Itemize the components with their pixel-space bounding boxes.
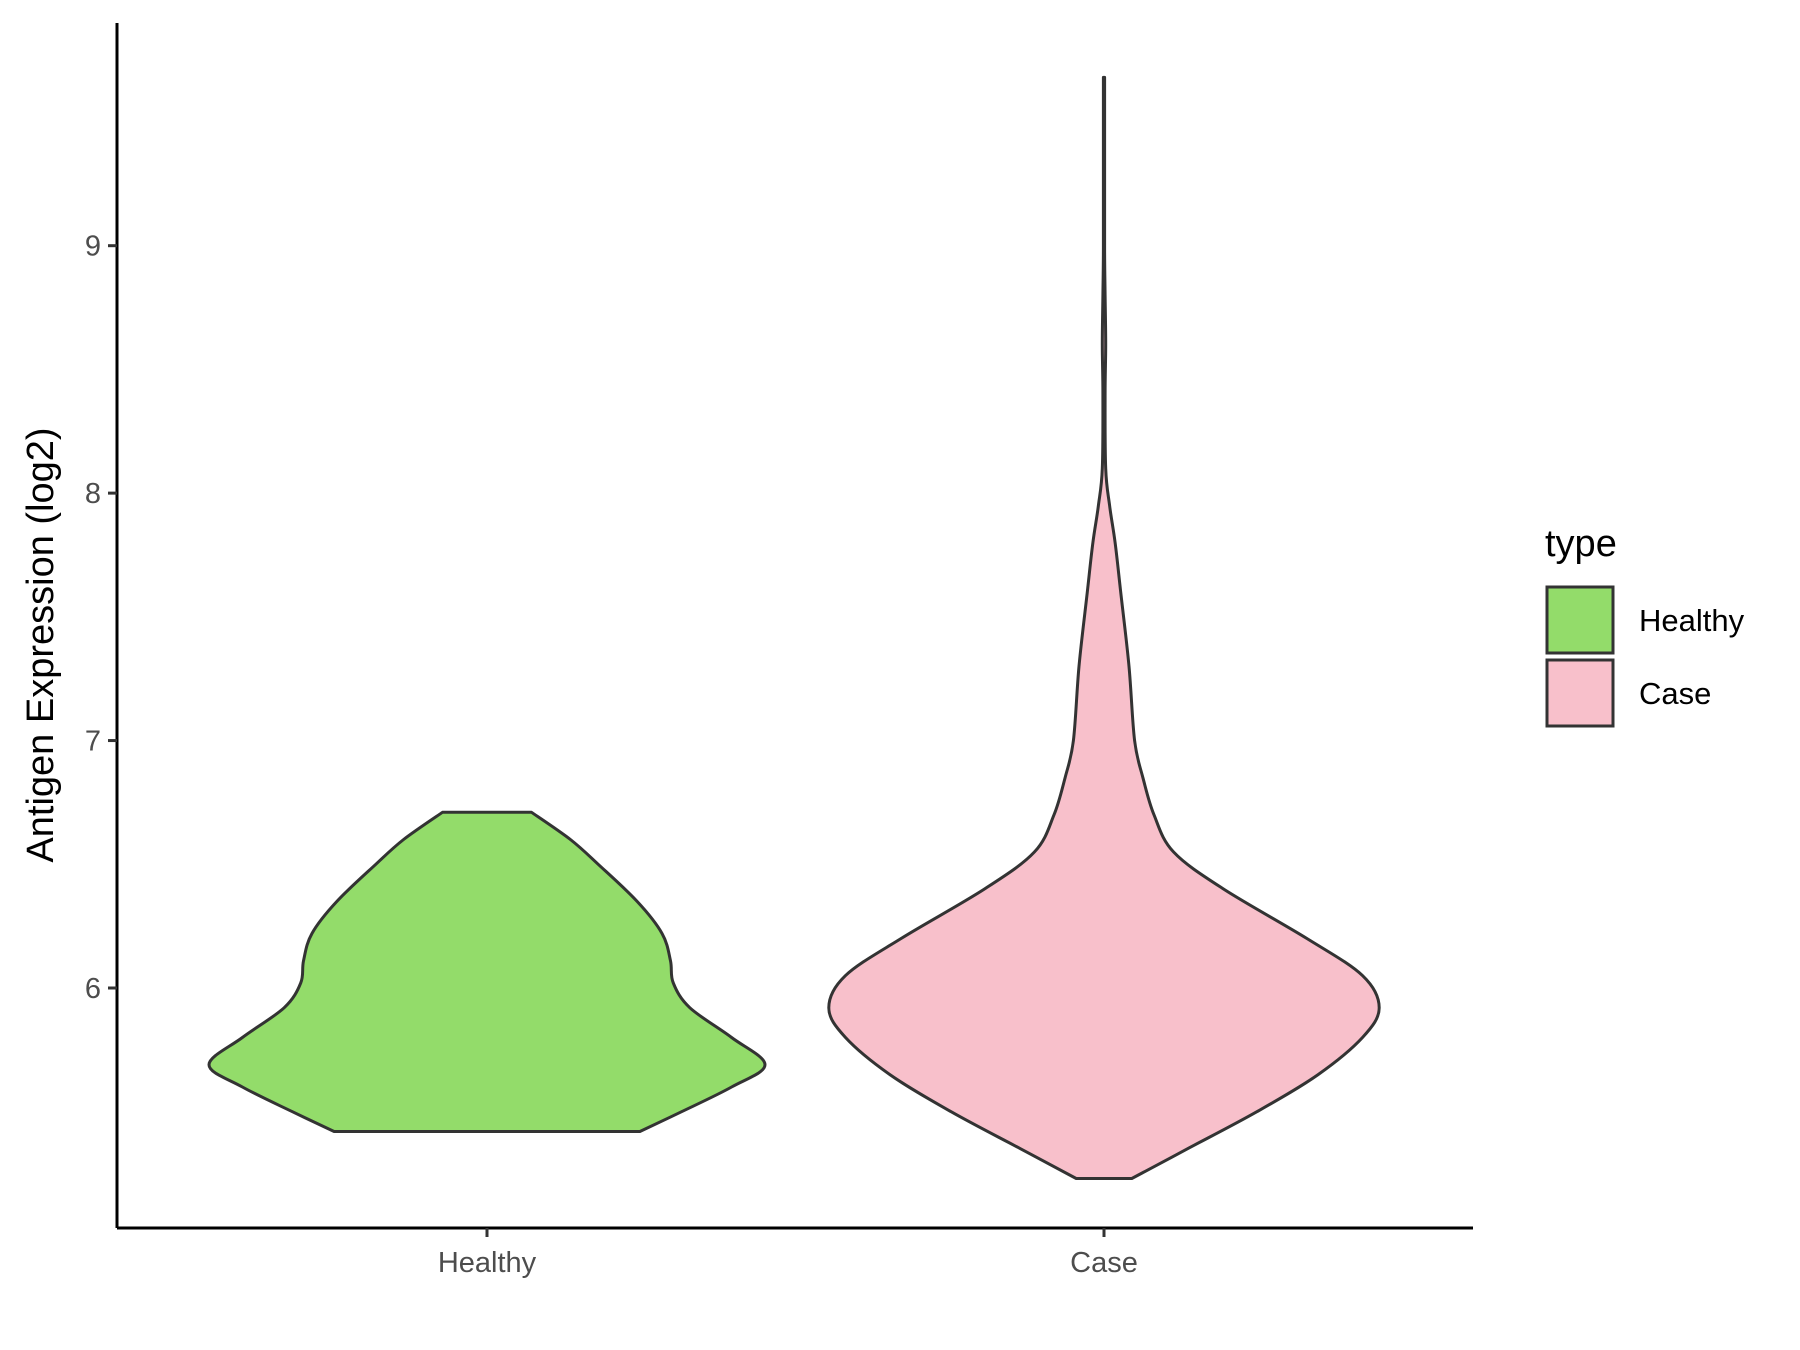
legend: type Healthy Case [1545, 523, 1745, 728]
x-tick-label: Healthy [438, 1247, 537, 1279]
legend-label-healthy: Healthy [1639, 603, 1745, 638]
y-axis-ticks: 6 7 8 9 [85, 231, 117, 1005]
y-tick-label: 8 [85, 478, 101, 510]
x-tick-label: Case [1070, 1247, 1138, 1279]
violin-case [827, 75, 1381, 1180]
legend-swatch-healthy [1545, 585, 1615, 655]
y-tick-label: 7 [85, 726, 101, 758]
legend-entries: Healthy Case [1545, 585, 1745, 728]
y-tick-label: 9 [85, 231, 101, 263]
legend-title: type [1545, 523, 1617, 565]
y-tick-label: 6 [85, 973, 101, 1005]
legend-label-case: Case [1639, 676, 1711, 711]
violin-healthy [207, 810, 767, 1133]
violin-layer [207, 75, 1381, 1180]
legend-swatch-case [1545, 658, 1615, 728]
x-axis-ticks: Healthy Case [438, 1228, 1138, 1279]
y-axis-title: Antigen Expression (log2) [20, 427, 62, 862]
